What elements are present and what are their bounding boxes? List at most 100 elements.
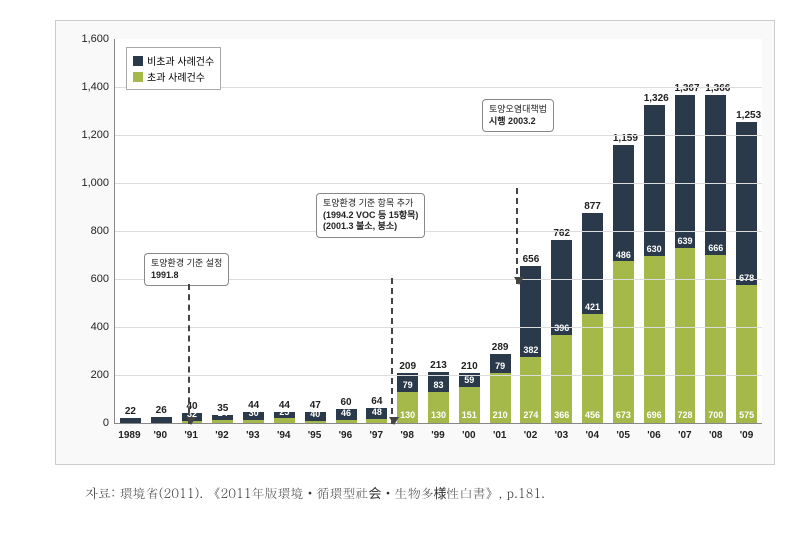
- callout-box: 토양환경 기준 설정1991.8: [144, 253, 229, 286]
- x-tick-label: '90: [154, 430, 168, 441]
- bar-segment-series2: [613, 261, 634, 423]
- callout-arrow: [516, 188, 518, 284]
- bar-segment-series2: [675, 248, 696, 423]
- x-tick-label: '06: [647, 430, 661, 441]
- bar-total-label: 289: [490, 342, 511, 354]
- bar-total-label: 1,366: [705, 83, 726, 95]
- bar-total-label: 877: [582, 201, 603, 213]
- grid-line: [115, 231, 762, 232]
- bar-value-label: 151: [459, 411, 480, 421]
- source-citation: 자료: 環境省(2011). 《2011年版環境・循環型社会・生物多様性白書》,…: [85, 483, 805, 502]
- bar-segment-series1: [120, 418, 141, 423]
- callout-line: (2001.3 불소, 붕소): [323, 221, 418, 233]
- bar-segment-series1: [675, 95, 696, 248]
- bar-value-label: 456: [582, 411, 603, 421]
- bar-value-label: 666: [705, 244, 726, 255]
- bar-group: 133044: [243, 412, 264, 423]
- legend-swatch: [133, 72, 143, 82]
- legend-item: 초과 사례건수: [133, 69, 214, 84]
- bar-total-label: 1,367: [675, 83, 696, 95]
- bar-total-label: 44: [274, 400, 295, 412]
- bar-value-label: 83: [428, 381, 449, 392]
- callout-line: 1991.8: [151, 270, 222, 282]
- bar-value-label: 48: [366, 408, 387, 419]
- bar-value-label: 130: [397, 411, 418, 421]
- bar-group: 13083213: [428, 372, 449, 423]
- bar-total-label: 210: [459, 361, 480, 373]
- bar-total-label: 26: [151, 405, 172, 417]
- bar-value-label: 46: [336, 409, 357, 420]
- x-tick-label: '08: [709, 430, 723, 441]
- bar-group: 274382656: [520, 266, 541, 423]
- bar-group: 4864: [366, 408, 387, 423]
- grid-line: [115, 327, 762, 328]
- bar-value-label: 673: [613, 411, 634, 421]
- bar-segment-series2: [274, 418, 295, 423]
- bar-total-label: 1,253: [736, 110, 757, 122]
- y-tick-label: 1,400: [81, 81, 115, 93]
- bar-segment-series1: [151, 417, 172, 423]
- bar-value-label: 575: [736, 411, 757, 421]
- bar-group: 5756781,253: [736, 122, 757, 423]
- y-tick-label: 200: [91, 369, 115, 381]
- bar-total-label: 64: [366, 396, 387, 408]
- bar-total-label: 35: [212, 403, 233, 415]
- bar-value-label: 396: [551, 324, 572, 335]
- callout-line: 토양오염대책법: [489, 104, 547, 116]
- callout-arrow: [188, 284, 190, 424]
- x-tick-label: '07: [678, 430, 692, 441]
- bar-group: 13079209: [397, 373, 418, 423]
- bar-group: 22: [120, 418, 141, 423]
- bar-group: 366396762: [551, 240, 572, 423]
- callout-arrow: [391, 278, 393, 424]
- x-tick-label: '02: [524, 430, 538, 441]
- bar-segment-series1: [736, 122, 757, 285]
- bar-group: 2544: [274, 412, 295, 423]
- x-tick-label: '94: [277, 430, 291, 441]
- bar-segment-series2: [582, 314, 603, 423]
- bar-group: 15159210: [459, 373, 480, 423]
- x-tick-label: '03: [555, 430, 569, 441]
- x-tick-label: '09: [740, 430, 754, 441]
- bar-total-label: 40: [182, 401, 203, 413]
- y-tick-label: 1,000: [81, 177, 115, 189]
- bar-segment-series1: [613, 145, 634, 262]
- x-tick-label: '05: [616, 430, 630, 441]
- grid-line: [115, 183, 762, 184]
- legend-label: 초과 사례건수: [147, 69, 205, 84]
- y-tick-label: 400: [91, 321, 115, 333]
- bar-group: 21079289: [490, 354, 511, 423]
- bar-total-label: 47: [305, 400, 326, 412]
- bar-group: 6734861,159: [613, 145, 634, 423]
- bar-value-label: 79: [490, 362, 511, 373]
- bar-segment-series2: [705, 255, 726, 423]
- x-axis-labels: 1989'90'91'92'93'94'95'96'97'98'99'00'01…: [114, 426, 762, 464]
- bar-value-label: 382: [520, 346, 541, 357]
- y-tick-label: 800: [91, 225, 115, 237]
- bar-segment-series1: [582, 213, 603, 314]
- bar-total-label: 213: [428, 360, 449, 372]
- bar-group: 7286391,367: [675, 95, 696, 423]
- bar-value-label: 486: [613, 251, 634, 262]
- x-tick-label: '97: [370, 430, 384, 441]
- bar-value-label: 274: [520, 411, 541, 421]
- callout-box: 토양오염대책법시행 2003.2: [482, 99, 554, 132]
- callout-line: 시행 2003.2: [489, 116, 547, 128]
- bar-total-label: 209: [397, 361, 418, 373]
- x-tick-label: 1989: [118, 430, 140, 441]
- bar-segment-series2: [644, 256, 665, 423]
- bar-segment-series1: [551, 240, 572, 335]
- x-tick-label: '95: [308, 430, 322, 441]
- chart-container: 2226832401124351330442544374047504660486…: [55, 20, 775, 465]
- callout-line: 토양환경 기준 항목 추가: [323, 198, 418, 210]
- callout-box: 토양환경 기준 항목 추가(1994.2 VOC 등 15항목)(2001.3 …: [316, 193, 425, 238]
- legend-item: 비초과 사례건수: [133, 53, 214, 68]
- bar-value-label: 40: [305, 410, 326, 421]
- bar-total-label: 762: [551, 228, 572, 240]
- bar-total-label: 22: [120, 406, 141, 418]
- bar-segment-series2: [736, 285, 757, 423]
- x-tick-label: '93: [246, 430, 260, 441]
- bar-group: 504660: [336, 409, 357, 423]
- plot-area: 2226832401124351330442544374047504660486…: [114, 39, 762, 424]
- grid-line: [115, 375, 762, 376]
